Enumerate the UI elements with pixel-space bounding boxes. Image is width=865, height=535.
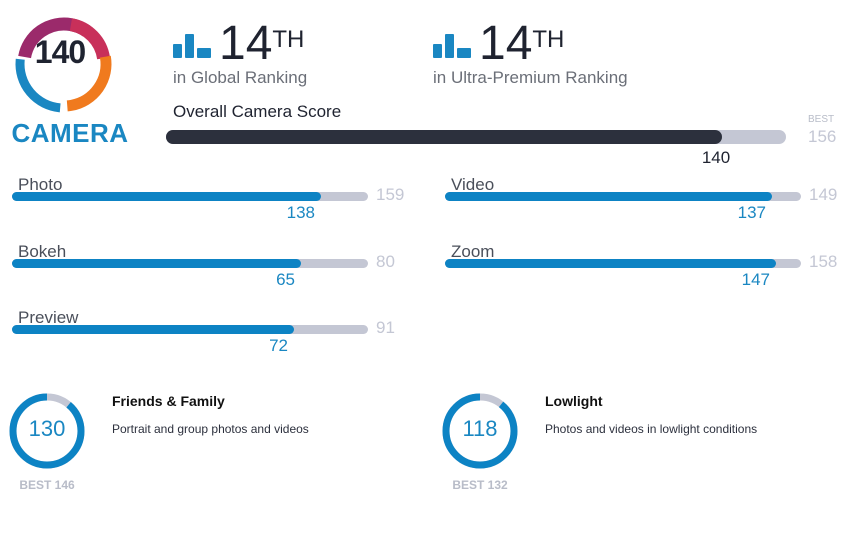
ring-title: Lowlight [545, 393, 603, 409]
overall-score-value: 140 [701, 148, 731, 167]
ring-lowlight[interactable]: 118 BEST 132 Lowlight Photos and videos … [441, 392, 861, 502]
bar-chart-icon [433, 34, 471, 58]
overall-score-track [166, 130, 786, 144]
subscore-fill [12, 192, 321, 201]
subscore-fill [445, 192, 772, 201]
ring-title: Friends & Family [112, 393, 225, 409]
overall-best-label: BEST [808, 114, 835, 125]
subscore-fill [12, 325, 294, 334]
subscore-fill [12, 259, 301, 268]
score-ring-icon [442, 393, 518, 469]
camera-badge-label: CAMERA [11, 118, 129, 148]
overall-best-value: 156 [808, 127, 837, 146]
overall-score-title: Overall Camera Score [173, 102, 342, 121]
camera-badge-score: 140 [34, 34, 86, 70]
ring-best: BEST 146 [19, 478, 75, 492]
subscore-preview[interactable]: Preview 91 72 [12, 308, 422, 368]
subscore-best: 91 [376, 318, 395, 337]
subscore-value: 72 [269, 336, 288, 355]
subscore-value: 147 [741, 270, 770, 289]
ring-description: Portrait and group photos and videos [112, 422, 309, 436]
subscore-label: Zoom [451, 242, 495, 261]
subscore-label: Bokeh [18, 242, 67, 261]
segment-rank-number: 14TH [479, 17, 565, 70]
subscore-best: 80 [376, 252, 395, 271]
subscore-best: 149 [809, 185, 838, 204]
subscore-photo[interactable]: Photo 159 138 [12, 175, 422, 235]
ring-description: Photos and videos in lowlight conditions [545, 422, 758, 436]
subscore-track [445, 192, 801, 201]
ring-best: BEST 132 [452, 478, 508, 492]
subscore-value: 65 [276, 270, 295, 289]
segment-rank-caption: in Ultra-Premium Ranking [433, 68, 628, 87]
ring-score: 118 [462, 416, 498, 441]
score-ring-icon [9, 393, 85, 469]
global-rank-caption: in Global Ranking [173, 68, 308, 87]
subscore-zoom[interactable]: Zoom 158 147 [445, 242, 855, 302]
subscore-label: Video [451, 175, 495, 194]
subscore-track [445, 259, 801, 268]
subscore-video[interactable]: Video 149 137 [445, 175, 855, 235]
subscore-track [12, 259, 368, 268]
subscore-track [12, 325, 368, 334]
ring-friends-family[interactable]: 130 BEST 146 Friends & Family Portrait a… [8, 392, 428, 502]
subscore-fill [445, 259, 776, 268]
ring-score: 130 [28, 416, 66, 441]
overall-score-fill [166, 130, 722, 144]
subscore-label: Photo [18, 175, 63, 194]
global-rank-number: 14TH [219, 17, 305, 70]
subscore-value: 138 [286, 203, 315, 222]
subscore-value: 137 [737, 203, 766, 222]
camera-badge-ring-icon [15, 15, 113, 113]
bar-chart-icon [173, 34, 211, 58]
subscore-bokeh[interactable]: Bokeh 80 65 [12, 242, 422, 302]
subscore-track [12, 192, 368, 201]
subscore-label: Preview [18, 308, 79, 327]
subscore-best: 158 [809, 252, 838, 271]
subscore-best: 159 [376, 185, 405, 204]
